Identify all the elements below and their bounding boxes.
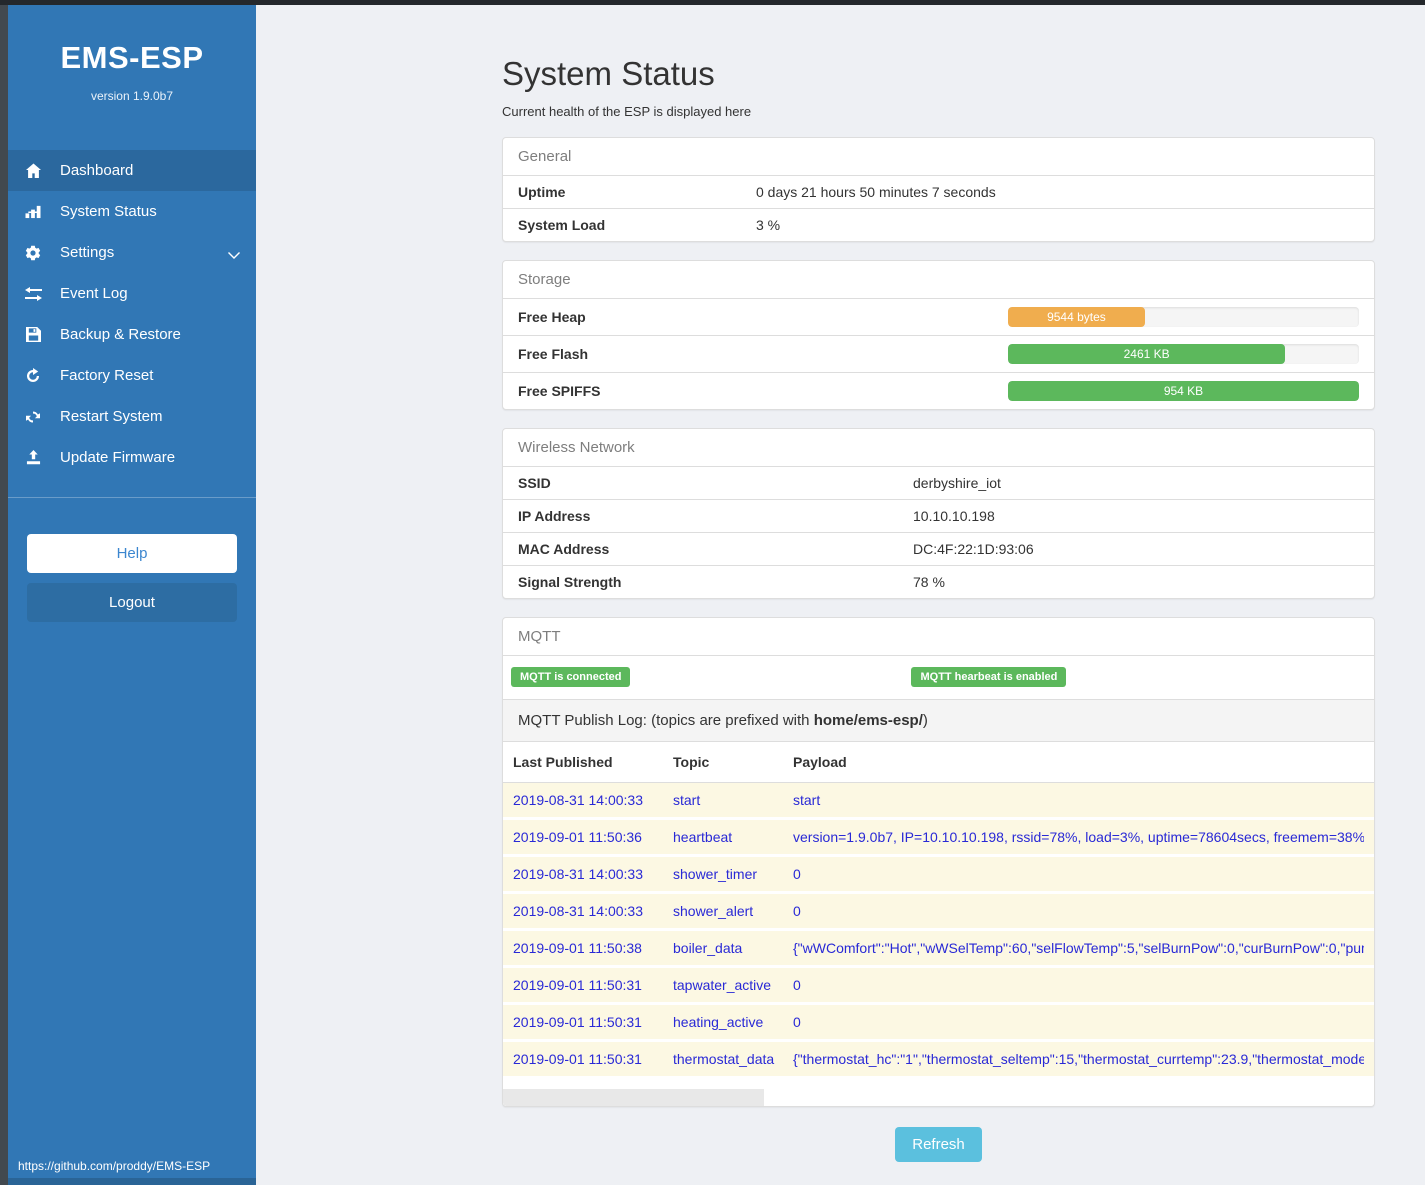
sidebar-item-update-firmware[interactable]: Update Firmware: [8, 437, 256, 478]
sidebar-item-backup-restore[interactable]: Backup & Restore: [8, 314, 256, 355]
col-last-published: Last Published: [513, 754, 613, 770]
sync-icon: [23, 409, 43, 425]
page-subtitle: Current health of the ESP is displayed h…: [502, 104, 752, 119]
panel-storage-title: Storage: [518, 271, 571, 288]
panel-wireless-title: Wireless Network: [518, 439, 635, 456]
panel-general-title: General: [518, 148, 572, 165]
redo-icon: [23, 367, 43, 384]
sidebar-bottom-strip: [8, 1178, 256, 1185]
mqtt-badges: MQTT is connected MQTT hearbeat is enabl…: [503, 656, 1374, 699]
top-border-bar: [0, 0, 1425, 5]
row-signal-strength: Signal Strength 78 %: [503, 565, 1374, 598]
log-row-boiler-data: 2019-09-01 11:50:38 boiler_data {"wWComf…: [503, 931, 1374, 965]
log-table-body: 2019-08-31 14:00:33 start start 2019-09-…: [503, 782, 1374, 1076]
free-spiffs-progress: 954 KB: [1008, 381, 1359, 401]
save-icon: [23, 327, 43, 342]
log-row-shower-alert: 2019-08-31 14:00:33 shower_alert 0: [503, 894, 1374, 928]
app-title: EMS-ESP: [60, 40, 204, 75]
page-title: System Status: [502, 55, 715, 92]
main-content: System Status Current health of the ESP …: [256, 5, 1425, 1185]
scrollbar-thumb[interactable]: [503, 1089, 765, 1106]
logout-button[interactable]: Logout: [27, 583, 237, 622]
app-version: version 1.9.0b7: [90, 89, 174, 103]
row-system-load: System Load 3 %: [503, 208, 1374, 241]
row-free-spiffs: Free SPIFFS 954 KB: [503, 372, 1374, 409]
help-button[interactable]: Help: [27, 534, 237, 573]
free-flash-progress: 2461 KB: [1008, 344, 1359, 364]
mqtt-heartbeat-badge: MQTT hearbeat is enabled: [911, 667, 1067, 687]
github-link[interactable]: https://github.com/proddy/EMS-ESP: [18, 1159, 211, 1173]
log-row-shower-timer: 2019-08-31 14:00:33 shower_timer 0: [503, 857, 1374, 891]
free-heap-progress: 9544 bytes: [1008, 307, 1359, 327]
chevron-down-icon[interactable]: [228, 246, 240, 263]
brand: EMS-ESP version 1.9.0b7: [8, 0, 256, 103]
sidebar-item-event-log[interactable]: Event Log: [8, 273, 256, 314]
log-row-tapwater-active: 2019-09-01 11:50:31 tapwater_active 0: [503, 968, 1374, 1002]
row-ip-address: IP Address 10.10.10.198: [503, 499, 1374, 532]
panel-general: General Uptime 0 days 21 hours 50 minute…: [502, 137, 1375, 242]
sidebar-item-settings[interactable]: Settings: [8, 232, 256, 273]
home-icon: [23, 163, 43, 179]
mqtt-topic-prefix: home/ems-esp/: [813, 712, 923, 729]
row-mac-address: MAC Address DC:4F:22:1D:93:06: [503, 532, 1374, 565]
log-row-start: 2019-08-31 14:00:33 start start: [503, 783, 1374, 817]
mqtt-connected-badge: MQTT is connected: [511, 667, 631, 687]
sidebar-item-factory-reset[interactable]: Factory Reset: [8, 355, 256, 396]
refresh-button[interactable]: Refresh: [895, 1127, 982, 1162]
panel-wireless-network: Wireless Network SSID derbyshire_iot IP …: [502, 428, 1375, 599]
gear-icon: [23, 245, 43, 261]
sidebar-nav: Dashboard System Status Settings: [8, 150, 256, 478]
row-uptime: Uptime 0 days 21 hours 50 minutes 7 seco…: [518, 184, 996, 200]
col-payload: Payload: [793, 754, 847, 770]
exchange-arrows-icon: [23, 286, 43, 301]
free-spiffs-progress-fill: 954 KB: [1008, 381, 1359, 401]
panel-mqtt: MQTT MQTT is connected MQTT hearbeat is …: [502, 617, 1375, 1107]
sidebar-item-system-status[interactable]: System Status: [8, 191, 256, 232]
log-row-heating-active: 2019-09-01 11:50:31 heating_active 0: [503, 1005, 1374, 1039]
sidebar-item-restart-system[interactable]: Restart System: [8, 396, 256, 437]
upload-icon: [23, 450, 43, 465]
mqtt-publish-log-header: MQTT Publish Log: (topics are prefixed w…: [503, 699, 1374, 742]
system-status-icon: [23, 204, 43, 219]
row-free-flash: Free Flash 2461 KB: [503, 335, 1374, 372]
free-heap-progress-fill: 9544 bytes: [1008, 307, 1145, 327]
row-ssid: SSID derbyshire_iot: [518, 475, 1001, 491]
log-row-heartbeat: 2019-09-01 11:50:36 heartbeat version=1.…: [503, 820, 1374, 854]
horizontal-scrollbar[interactable]: [503, 1089, 1374, 1106]
sidebar-edge-strip: [0, 0, 8, 1185]
panel-mqtt-title: MQTT: [518, 628, 561, 645]
sidebar-divider: [8, 497, 256, 498]
free-flash-progress-fill: 2461 KB: [1008, 344, 1286, 364]
log-table-header: Last Published Topic Payload: [503, 742, 1374, 782]
sidebar: EMS-ESP version 1.9.0b7 Dashboard System…: [0, 0, 256, 1185]
log-row-thermostat-data: 2019-09-01 11:50:31 thermostat_data {"th…: [503, 1042, 1374, 1076]
sidebar-item-dashboard[interactable]: Dashboard: [8, 150, 256, 191]
row-free-heap: Free Heap 9544 bytes: [503, 299, 1374, 335]
col-topic: Topic: [673, 754, 710, 770]
panel-storage: Storage Free Heap 9544 bytes Free Flash …: [502, 260, 1375, 410]
